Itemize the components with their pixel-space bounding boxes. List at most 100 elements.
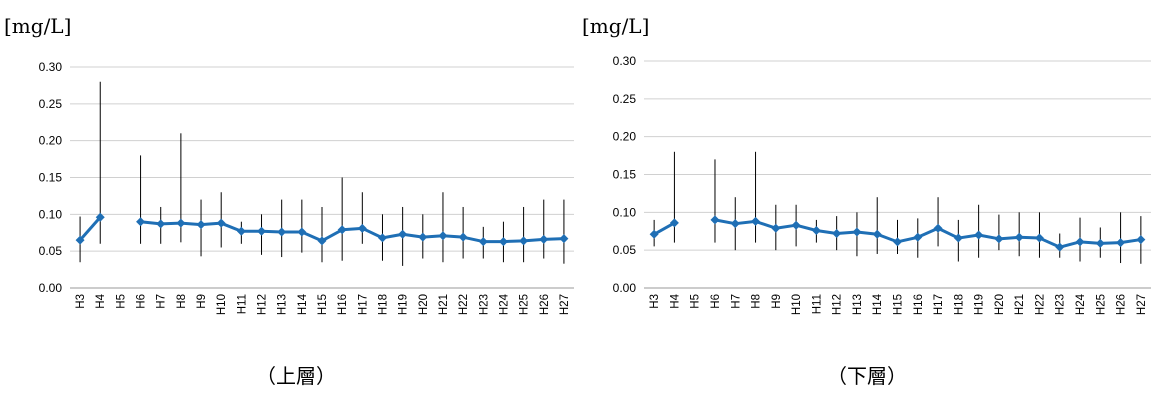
x-tick-label: H27	[559, 294, 571, 315]
data-point	[893, 237, 902, 247]
chart-plot: 0.00 0.05 0.10 0.15 0.20 0.25 0.30 H3 H4 H5 H6 H7 H8…	[613, 54, 1151, 315]
data-point	[257, 226, 267, 236]
x-tick-label: H11	[236, 294, 248, 314]
x-tick-label: H18	[953, 294, 965, 315]
data-point	[377, 233, 387, 243]
y-tick-label: 0.00	[613, 281, 637, 295]
data-point	[751, 216, 761, 226]
data-point	[498, 237, 508, 247]
data-point	[1136, 235, 1146, 245]
data-point	[559, 234, 569, 244]
y-tick-label: 0.10	[613, 205, 637, 219]
data-point	[832, 229, 842, 239]
data-point	[337, 225, 347, 235]
y-tick-label: 0.20	[39, 134, 63, 148]
data-point	[398, 229, 408, 239]
x-tick-label: H21	[438, 294, 450, 315]
x-tick-label: H17	[357, 294, 369, 315]
y-tick-label: 0.10	[39, 207, 63, 221]
y-tick-label: 0.05	[613, 243, 637, 257]
data-point	[933, 223, 943, 233]
upper-layer-chart: [mg/L] 0.00 0.05 0.10 0.15 0.20 0.25 0.30 H3 H4 H…	[0, 0, 576, 399]
y-tick-label: 0.05	[39, 244, 63, 258]
data-point	[953, 233, 963, 243]
data-point	[649, 229, 659, 239]
x-tick-label: H14	[872, 293, 884, 315]
data-point	[196, 220, 206, 230]
y-unit-label: [mg/L]	[4, 14, 72, 38]
data-point	[539, 234, 549, 244]
y-tick-label: 0.30	[613, 54, 637, 68]
x-tick-label: H9	[196, 294, 208, 309]
data-point	[519, 236, 529, 246]
y-tick-label: 0.30	[39, 60, 63, 74]
x-tick-label: H15	[893, 294, 905, 315]
x-tick-label: H6	[710, 294, 722, 309]
data-point	[791, 220, 801, 230]
x-tick-label: H9	[771, 294, 783, 309]
data-point	[156, 219, 166, 229]
y-tick-label: 0.20	[613, 130, 637, 144]
data-point	[710, 215, 720, 225]
x-tick-label: H14	[297, 293, 309, 315]
x-tick-label: H25	[519, 294, 531, 315]
x-tick-label: H24	[1075, 293, 1087, 315]
x-tick-label: H5	[690, 294, 702, 309]
data-point	[418, 232, 428, 242]
data-point	[236, 226, 246, 236]
x-tick-label: H22	[458, 294, 470, 315]
x-tick-label: H12	[257, 294, 269, 315]
x-tick-label: H20	[994, 294, 1006, 315]
x-tick-label: H7	[156, 294, 168, 309]
series-line	[140, 220, 564, 244]
data-point	[811, 225, 821, 235]
data-point	[75, 235, 85, 245]
x-tick-label: H8	[751, 294, 763, 309]
data-point	[974, 230, 984, 240]
x-tick-label: H6	[136, 294, 148, 309]
x-tick-label: H5	[115, 294, 127, 309]
x-tick-label: H23	[1055, 294, 1067, 315]
data-point	[771, 223, 781, 233]
data-point	[95, 212, 105, 222]
y-unit-label: [mg/L]	[582, 14, 650, 38]
data-point	[1014, 232, 1024, 242]
data-point	[478, 237, 488, 247]
data-point	[176, 218, 186, 228]
data-point	[458, 232, 468, 242]
y-tick-label: 0.25	[613, 92, 637, 106]
x-tick-label: H27	[1136, 294, 1148, 315]
data-point	[317, 236, 327, 246]
x-tick-label: H13	[277, 294, 289, 315]
data-point	[913, 232, 923, 242]
y-tick-label: 0.15	[39, 171, 63, 185]
x-tick-label: H23	[478, 294, 490, 315]
data-point	[136, 217, 146, 227]
data-point	[1075, 237, 1085, 247]
x-tick-label: H13	[852, 294, 864, 315]
data-point	[730, 219, 740, 229]
x-tick-label: H21	[1014, 294, 1026, 315]
x-tick-label: H15	[317, 294, 329, 315]
chart-plot: 0.00 0.05 0.10 0.15 0.20 0.25 0.30 H3 H4 H5 H6 H7 H8…	[39, 60, 574, 315]
data-point	[852, 227, 862, 237]
x-tick-label: H4	[669, 293, 681, 308]
data-point	[1034, 233, 1044, 243]
x-tick-label: H20	[418, 294, 430, 315]
data-point	[1116, 238, 1126, 248]
lower-layer-chart: [mg/L] 0.00 0.05 0.10 0.15 0.20 0.25 0.30 H3 H4 H…	[577, 0, 1153, 399]
series-line	[714, 218, 1142, 249]
x-tick-label: H24	[498, 293, 510, 315]
x-tick-label: H25	[1095, 294, 1107, 315]
x-tick-label: H19	[398, 294, 410, 315]
chart-caption: （上層）	[256, 364, 336, 388]
data-point	[216, 218, 226, 228]
y-tick-label: 0.00	[39, 281, 63, 295]
y-tick-label: 0.15	[613, 168, 637, 182]
x-tick-label: H4	[95, 293, 107, 308]
x-tick-label: H17	[933, 294, 945, 315]
chart-caption: （下層）	[827, 364, 907, 388]
x-tick-label: H7	[730, 294, 742, 309]
data-point	[277, 227, 287, 237]
data-point	[438, 231, 448, 241]
